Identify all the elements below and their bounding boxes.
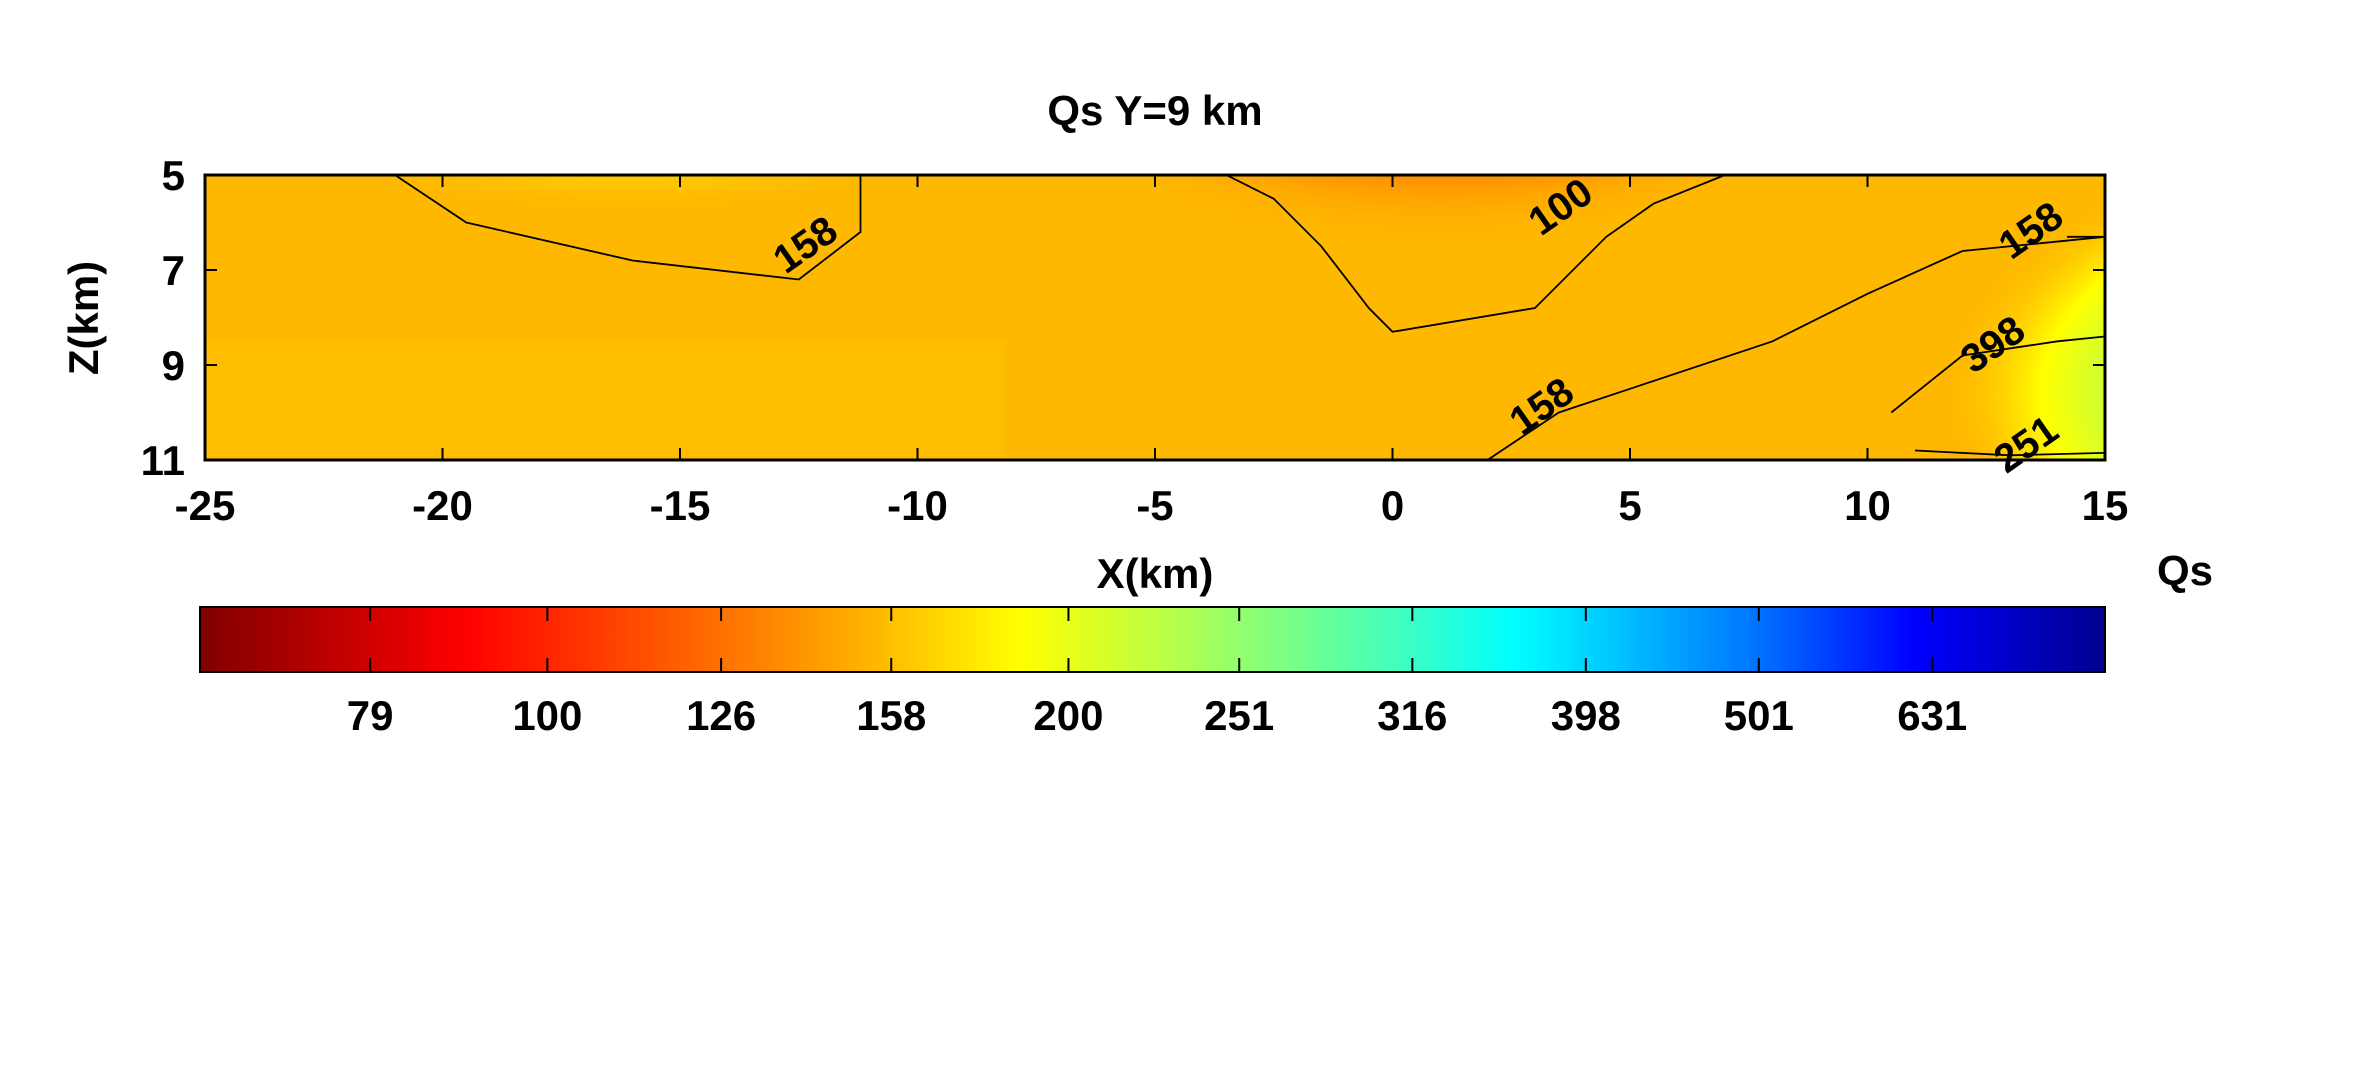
colorbar-tick-label: 501 [1724, 692, 1794, 739]
colorbar-tick-label: 251 [1204, 692, 1274, 739]
field-band-light [205, 340, 1005, 460]
colorbar-tick-label: 398 [1551, 692, 1621, 739]
colorbar-tick-label: 126 [686, 692, 756, 739]
low-qs-anomaly-yellow [300, 175, 960, 270]
x-tick-label: -20 [412, 482, 473, 529]
colorbar-tick-label: 158 [856, 692, 926, 739]
high-qs-anomaly-blue [1630, 175, 2105, 460]
colorbar [199, 606, 2106, 673]
contour-line [1914, 449, 2105, 457]
contour-line [1225, 175, 1726, 333]
colorbar-tick-label: 200 [1033, 692, 1103, 739]
x-tick-label: -15 [650, 482, 711, 529]
x-axis-ticks: -25 -20 -15 -10 -5 0 5 10 15 [175, 175, 2129, 529]
contour-line [394, 175, 862, 281]
y-tick-label: 11 [141, 437, 185, 484]
x-tick-label: 5 [1618, 482, 1641, 529]
y-tick-label: 5 [162, 152, 185, 199]
colorbar-tick-label: 631 [1897, 692, 1967, 739]
y-tick-label: 9 [162, 342, 185, 389]
contour-line [1487, 235, 2105, 460]
colorbar-tick-label: 100 [512, 692, 582, 739]
y-axis-ticks: 5 7 9 11 [141, 152, 2105, 484]
x-tick-label: -25 [175, 482, 236, 529]
contour-line [1890, 335, 2105, 414]
y-tick-label: 7 [162, 247, 185, 294]
x-tick-label: -5 [1136, 482, 1173, 529]
contour-lines [394, 175, 2105, 460]
plot-area [205, 175, 2105, 460]
x-tick-label: 10 [1844, 482, 1891, 529]
x-tick-label: 15 [2082, 482, 2129, 529]
colorbar-tick-label: 316 [1377, 692, 1447, 739]
colorbar-tick-label: 79 [347, 692, 394, 739]
colorbar-label: Qs [2157, 547, 2213, 594]
chart-title: Qs Y=9 km [1047, 87, 1262, 134]
x-axis-label: X(km) [1097, 550, 1214, 597]
x-tick-label: -10 [887, 482, 948, 529]
x-tick-label: 0 [1381, 482, 1404, 529]
y-axis-label: Z(km) [60, 261, 107, 375]
colorbar-ticks: 79 100 126 158 200 251 316 398 501 631 [347, 607, 1967, 739]
